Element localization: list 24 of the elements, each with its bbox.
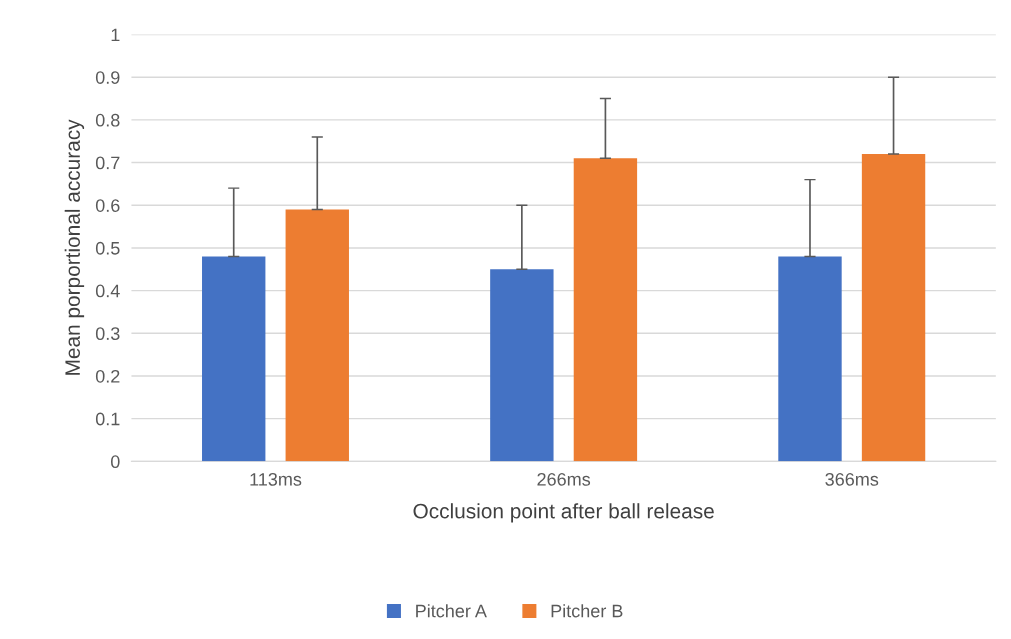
y-axis-title: Mean porportional accuracy [64, 119, 85, 375]
bar [490, 269, 554, 462]
y-tick-label: 0 [110, 455, 120, 469]
y-tick-label: 0.7 [95, 156, 120, 170]
bar [285, 209, 349, 462]
bar [573, 158, 638, 462]
y-tick-label: 0.6 [95, 199, 120, 212]
y-tick-label: 0.5 [95, 241, 120, 255]
y-tick-label: 0.1 [95, 412, 120, 426]
legend-label: Pitcher B [551, 604, 623, 618]
y-tick-label: 0.2 [95, 369, 120, 383]
y-tick-label: 1 [111, 28, 120, 42]
y-tick-label: 0.9 [95, 71, 120, 84]
y-tick-label: 0.8 [95, 113, 120, 127]
legend-label: Pitcher A [416, 604, 487, 618]
bar [778, 256, 842, 462]
x-tick-label: 366ms [825, 472, 879, 486]
x-axis-title: Occlusion point after ball release [413, 503, 714, 523]
y-tick-label: 0.3 [95, 327, 120, 341]
bar [202, 256, 266, 462]
bar [861, 154, 926, 462]
x-tick-label: 113ms [250, 472, 302, 486]
y-tick-label: 0.4 [95, 284, 120, 298]
x-tick-label: 266ms [537, 472, 591, 486]
